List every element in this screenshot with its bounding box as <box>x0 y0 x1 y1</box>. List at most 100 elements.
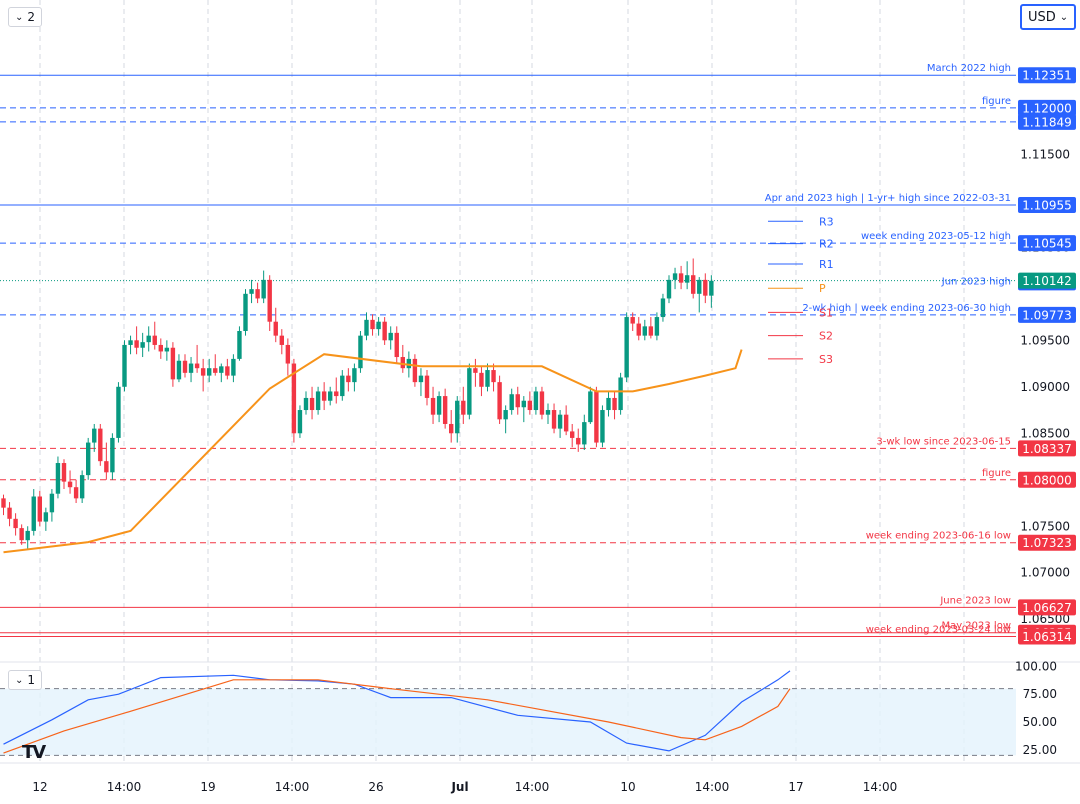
candle <box>158 338 163 359</box>
level-label: week ending 2023-05-12 high <box>861 231 1011 242</box>
time-tick-label: 14:00 <box>695 780 730 794</box>
price-tag-background <box>1018 440 1076 457</box>
candle-body <box>563 414 569 432</box>
candle <box>128 335 133 355</box>
price-tag-text: 1.07323 <box>1022 536 1072 550</box>
level-price-tag: 1.12351 <box>1018 67 1076 84</box>
price-tag-text: 1.10955 <box>1022 199 1072 213</box>
candle-body <box>600 410 605 443</box>
candle-body <box>624 317 629 378</box>
candle <box>376 317 381 336</box>
chevron-down-icon: ⌄ <box>1059 11 1069 23</box>
pivot-label: R3 <box>819 215 834 228</box>
candle <box>61 459 67 490</box>
candle <box>709 275 714 308</box>
candle <box>455 396 460 443</box>
candle-body <box>582 422 587 445</box>
candle <box>563 405 569 436</box>
level-label: Apr and 2023 high | 1-yr+ high since 202… <box>765 193 1011 204</box>
currency-value: USD <box>1028 9 1056 25</box>
pivot-label: R1 <box>819 258 834 271</box>
candle-body <box>67 481 73 488</box>
candle <box>110 433 115 480</box>
candle <box>92 423 97 452</box>
candle-body <box>394 332 399 358</box>
candle-body <box>49 493 55 513</box>
candle-body <box>352 368 357 383</box>
currency-select[interactable]: USD ⌄ <box>1020 4 1076 30</box>
level-price-tag: 1.06627 <box>1018 599 1076 616</box>
candle <box>697 277 702 313</box>
candle-body <box>588 391 593 423</box>
level-price-tag: 1.10545 <box>1018 235 1076 252</box>
candle <box>321 382 327 411</box>
pivot-points: R3 R2 R1 P S1 S2 S3 <box>768 215 834 366</box>
price-tag-text: 1.06627 <box>1022 601 1072 615</box>
candle <box>303 391 309 415</box>
candle-body <box>346 375 351 383</box>
candle-body <box>25 530 30 541</box>
candle <box>648 317 654 339</box>
level-price-tag: 1.08000 <box>1018 471 1076 488</box>
candle <box>279 329 284 355</box>
horizontal-levels: March 2022 high 1.12351 figure 1.120001.118… <box>0 63 1076 645</box>
level-price-tag: 1.12000 <box>1018 99 1076 116</box>
candle-body <box>207 368 212 376</box>
pivot-label: S3 <box>819 353 833 366</box>
candle-body <box>691 275 696 294</box>
price-tag-text: 1.06314 <box>1022 630 1072 644</box>
candle-body <box>678 273 684 283</box>
candle <box>267 275 272 331</box>
candle <box>370 314 375 336</box>
candle-body <box>213 368 218 373</box>
last-price-tag: 1.10142 <box>1018 272 1076 289</box>
oscillator-tick-label: 75.00 <box>1023 687 1057 701</box>
candle <box>358 331 363 373</box>
candle <box>194 344 200 373</box>
candle <box>612 391 617 420</box>
candle <box>491 363 496 392</box>
candle-body <box>13 518 18 529</box>
price-tag-text: 1.08000 <box>1022 473 1072 487</box>
candle-body <box>684 275 690 283</box>
price-tag-background <box>1018 599 1076 616</box>
pane-collapse-button[interactable]: ⌄ 2 <box>8 7 43 27</box>
price-tag-text: 1.09773 <box>1022 308 1072 322</box>
price-tag-background <box>1018 99 1076 116</box>
candle-body <box>134 340 139 348</box>
candle <box>461 386 466 424</box>
candle-body <box>309 397 315 411</box>
candle <box>576 428 581 452</box>
chevron-down-icon: ⌄ <box>15 11 24 23</box>
oscillator-pane: 100.00 75.00 50.00 25.00 <box>0 659 1057 757</box>
indicator-pane-collapse-button[interactable]: ⌄ 1 <box>8 670 43 690</box>
candle <box>582 414 587 451</box>
candle <box>122 340 127 392</box>
candle-body <box>321 391 327 401</box>
price-tick-label: 1.06500 <box>1020 612 1070 626</box>
candle <box>654 312 660 341</box>
candle <box>19 524 24 545</box>
time-tick-label: 17 <box>788 780 803 794</box>
candle <box>394 326 399 364</box>
candle-body <box>334 391 339 397</box>
candle-body <box>491 370 496 383</box>
time-tick-label: Jul <box>450 780 468 794</box>
price-tag-background <box>1018 235 1076 252</box>
time-tick-label: 14:00 <box>863 780 898 794</box>
candle <box>424 370 430 406</box>
candle <box>1 494 6 516</box>
level-price-tag: 1.06314 <box>1018 628 1076 645</box>
candle-body <box>231 358 236 376</box>
candle <box>315 386 321 415</box>
candle-body <box>376 321 381 330</box>
oscillator-line-d <box>3 679 791 754</box>
candle <box>570 423 575 448</box>
candle-body <box>249 289 254 294</box>
candle <box>624 312 629 383</box>
candle-body <box>660 298 666 318</box>
candle-body <box>557 414 563 429</box>
candle-body <box>412 358 418 383</box>
